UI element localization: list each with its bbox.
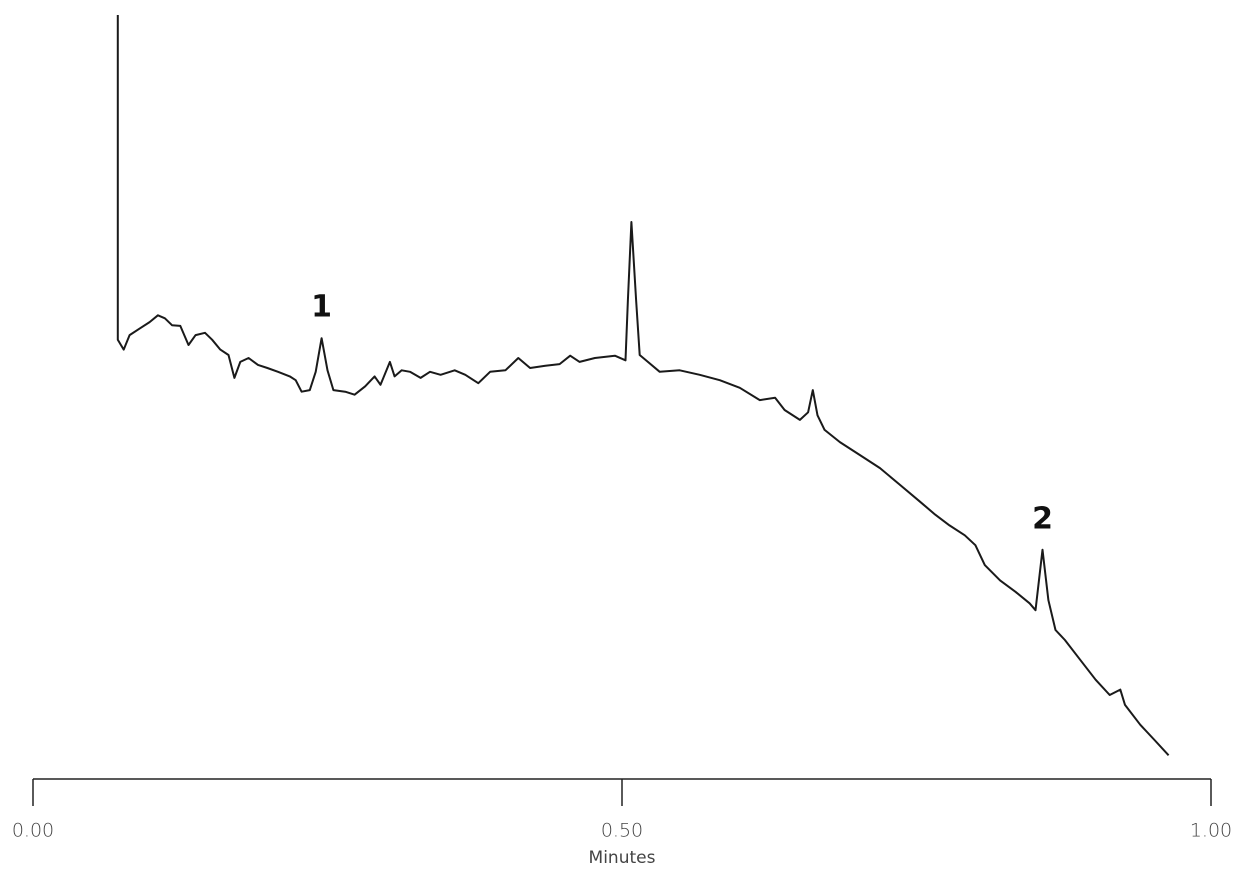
peak-label: 1 bbox=[311, 290, 332, 325]
x-tick-label: 0.00 bbox=[12, 820, 54, 842]
x-tick-label: 0.50 bbox=[601, 820, 643, 842]
x-axis-label: Minutes bbox=[589, 848, 656, 868]
peak-label: 2 bbox=[1032, 501, 1053, 536]
x-tick-label: 1.00 bbox=[1190, 820, 1232, 842]
trace bbox=[116, 15, 1170, 756]
